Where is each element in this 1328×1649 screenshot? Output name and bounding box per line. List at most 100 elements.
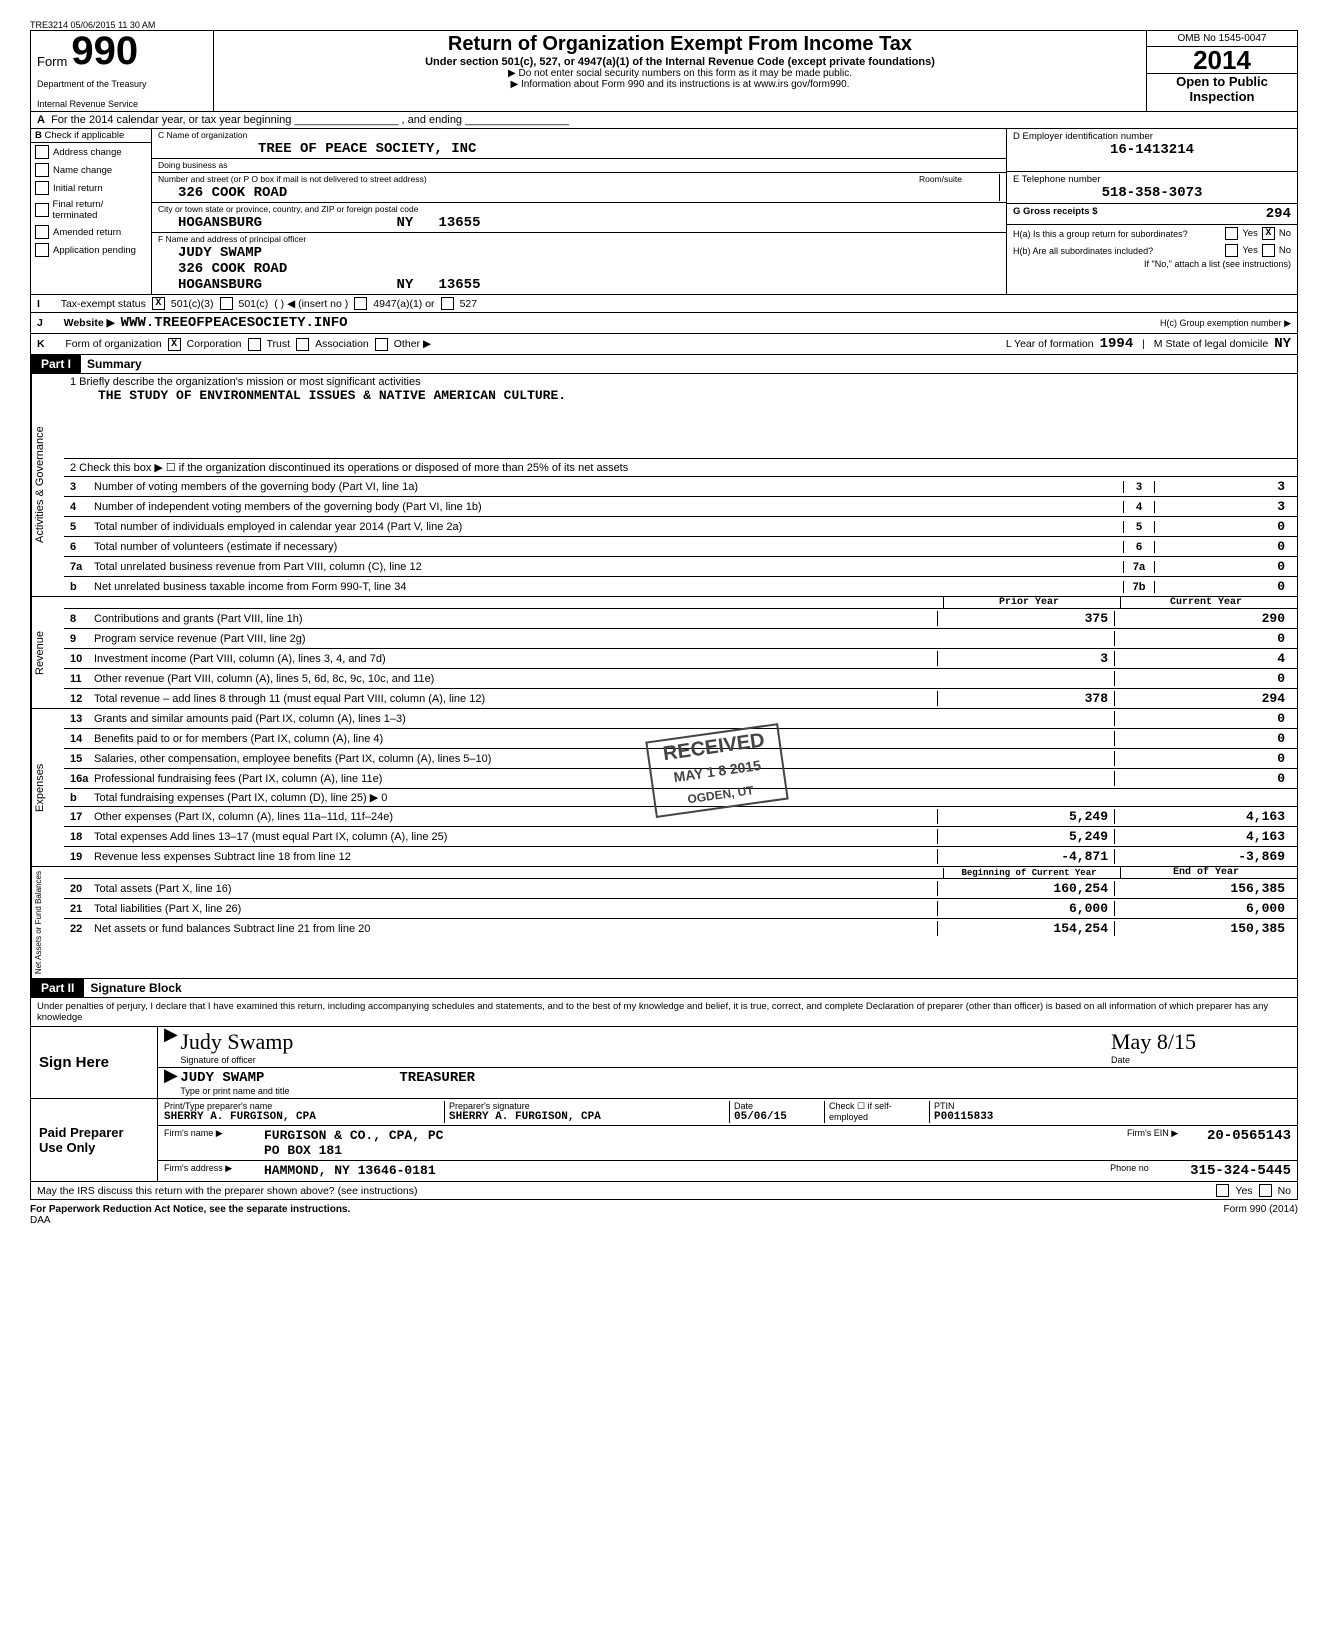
line-text: Investment income (Part VIII, column (A)… [94, 653, 937, 665]
summary-line: 22Net assets or fund balances Subtract l… [64, 919, 1297, 938]
prior-year-hdr: Prior Year [943, 597, 1120, 608]
501c3-check[interactable] [152, 297, 165, 310]
officer-zip: 13655 [438, 277, 480, 293]
prep-sig-label: Preparer's signature [449, 1101, 530, 1111]
summary-line: bTotal fundraising expenses (Part IX, co… [64, 789, 1297, 807]
firm-name-label: Firm's name ▶ [164, 1128, 264, 1158]
irs-discuss-row: May the IRS discuss this return with the… [30, 1182, 1298, 1200]
line-text: Contributions and grants (Part VIII, lin… [94, 613, 937, 625]
summary-line: 11Other revenue (Part VIII, column (A), … [64, 669, 1297, 689]
line-value: 3 [1155, 479, 1291, 494]
opt-4947: 4947(a)(1) or [373, 298, 434, 310]
current-value: 0 [1114, 671, 1291, 686]
summary-line: 18Total expenses Add lines 13–17 (must e… [64, 827, 1297, 847]
part1-label: Part I [31, 355, 81, 373]
trust-check[interactable] [248, 338, 261, 351]
preparer-signature: SHERRY A. FURGISON, CPA [449, 1111, 601, 1123]
hb-no[interactable] [1262, 244, 1275, 257]
line-text: Grants and similar amounts paid (Part IX… [94, 713, 937, 725]
part2-title: Signature Block [84, 979, 1297, 997]
hb-yes[interactable] [1225, 244, 1238, 257]
hno-label: If "No," attach a list (see instructions… [1013, 259, 1291, 269]
sig-officer-label: Signature of officer [180, 1055, 255, 1065]
revenue-section: Revenue Prior Year Current Year 8Contrib… [30, 597, 1298, 709]
line-value: 0 [1155, 519, 1291, 534]
part1-title: Summary [81, 355, 1297, 373]
checkbox-row: Amended return [31, 223, 151, 241]
line-number: b [70, 581, 94, 593]
zip: 13655 [438, 215, 480, 231]
line-box: 6 [1123, 541, 1155, 553]
line-value: 0 [1155, 579, 1291, 594]
line-text: Total liabilities (Part X, line 26) [94, 903, 937, 915]
line-text: Total number of individuals employed in … [94, 521, 1123, 533]
line-number: 18 [70, 831, 94, 843]
checkbox-label: Final return/ terminated [53, 199, 147, 221]
name-label: C Name of organization [158, 130, 247, 140]
opt-other: Other ▶ [394, 338, 431, 350]
line-number: 15 [70, 753, 94, 765]
checkbox-label: Address change [53, 147, 122, 158]
discuss-no[interactable] [1259, 1184, 1272, 1197]
checkbox-label: Amended return [53, 227, 121, 238]
ha-yes[interactable] [1225, 227, 1238, 240]
checkbox-label: Initial return [53, 183, 103, 194]
ha-no[interactable] [1262, 227, 1275, 240]
line-text: Benefits paid to or for members (Part IX… [94, 733, 937, 745]
part1-header: Part I Summary [30, 355, 1298, 374]
checkbox[interactable] [35, 163, 49, 177]
checkbox-row: Application pending [31, 241, 151, 259]
checkbox-label: Name change [53, 165, 112, 176]
tel-label: E Telephone number [1013, 174, 1101, 185]
line-number: 13 [70, 713, 94, 725]
line-text: Number of independent voting members of … [94, 501, 1123, 513]
boy-hdr: Beginning of Current Year [943, 868, 1120, 878]
ein: 16-1413214 [1013, 142, 1291, 158]
sig-date: May 8/15 [1111, 1029, 1196, 1054]
line-text: Total unrelated business revenue from Pa… [94, 561, 1123, 573]
summary-line: 6Total number of volunteers (estimate if… [64, 537, 1297, 557]
line-number: 20 [70, 883, 94, 895]
other-check[interactable] [375, 338, 388, 351]
line-text: Total number of volunteers (estimate if … [94, 541, 1123, 553]
line-number: 7a [70, 561, 94, 573]
prior-value: 375 [937, 611, 1114, 626]
perjury-statement: Under penalties of perjury, I declare th… [30, 998, 1298, 1027]
line-text: Salaries, other compensation, employee b… [94, 753, 937, 765]
prior-value: 5,249 [937, 829, 1114, 844]
state-dom-label: M State of legal domicile [1154, 338, 1268, 350]
501c-check[interactable] [220, 297, 233, 310]
opt-527: 527 [460, 298, 478, 310]
discuss-yes[interactable] [1216, 1184, 1229, 1197]
line-number: 21 [70, 903, 94, 915]
no-label: No [1279, 228, 1291, 239]
current-value: 290 [1114, 611, 1291, 626]
4947-check[interactable] [354, 297, 367, 310]
assoc-check[interactable] [296, 338, 309, 351]
current-value: 4 [1114, 651, 1291, 666]
summary-line: 16aProfessional fundraising fees (Part I… [64, 769, 1297, 789]
current-year-hdr: Current Year [1120, 597, 1297, 608]
line-box: 3 [1123, 481, 1155, 493]
checkbox-row: Final return/ terminated [31, 197, 151, 223]
checkbox[interactable] [35, 145, 49, 159]
city: HOGANSBURG [178, 215, 262, 231]
line-text: Other expenses (Part IX, column (A), lin… [94, 811, 937, 823]
checkbox[interactable] [35, 243, 49, 257]
corp-check[interactable] [168, 338, 181, 351]
officer-city: HOGANSBURG [178, 277, 262, 293]
vlabel-rev: Revenue [31, 597, 64, 708]
527-check[interactable] [441, 297, 454, 310]
summary-line: 10Investment income (Part VIII, column (… [64, 649, 1297, 669]
line-number: b [70, 792, 94, 804]
checkbox[interactable] [35, 225, 49, 239]
opt-corp: Corporation [187, 338, 242, 350]
arrow-icon: ▶ [164, 1029, 178, 1065]
line-number: 4 [70, 501, 94, 513]
checkbox[interactable] [35, 203, 49, 217]
ein-label: D Employer identification number [1013, 131, 1153, 142]
checkbox[interactable] [35, 181, 49, 195]
current-value: 0 [1114, 631, 1291, 646]
timestamp: TRE3214 05/06/2015 11 30 AM [30, 20, 1298, 30]
line-number: 12 [70, 693, 94, 705]
